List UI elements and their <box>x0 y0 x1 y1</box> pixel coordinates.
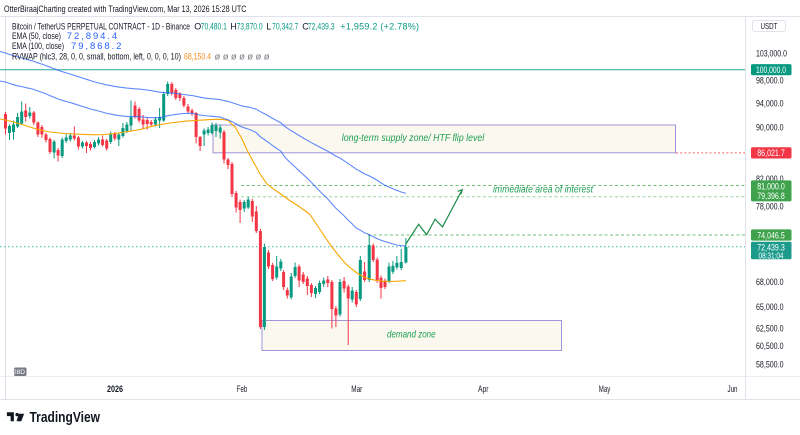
svg-text:EMA (100, close): EMA (100, close) <box>12 41 64 52</box>
svg-text:62,500.0: 62,500.0 <box>756 323 784 334</box>
svg-text:USDT: USDT <box>761 21 778 31</box>
svg-text:58,500.0: 58,500.0 <box>756 360 784 371</box>
svg-text:86,021.7: 86,021.7 <box>757 148 785 159</box>
svg-text:2026: 2026 <box>107 384 123 395</box>
svg-text:28D: 28D <box>13 369 25 376</box>
svg-text:68,150.4: 68,150.4 <box>184 51 211 61</box>
svg-text:78,000.0: 78,000.0 <box>756 202 784 213</box>
svg-text:72,894.4: 72,894.4 <box>67 31 117 42</box>
svg-text:May: May <box>599 384 611 395</box>
svg-text:81,000.0: 81,000.0 <box>757 181 785 192</box>
svg-text:70,342.7: 70,342.7 <box>272 21 298 31</box>
svg-text:72,439.3: 72,439.3 <box>757 242 785 253</box>
svg-text:C: C <box>302 21 309 31</box>
svg-text:Apr: Apr <box>478 384 489 395</box>
svg-text:immediate area of interest: immediate area of interest <box>493 185 594 196</box>
svg-text:long-term supply zone/ HTF fli: long-term supply zone/ HTF flip level <box>342 133 485 144</box>
svg-text:65,000.0: 65,000.0 <box>756 302 784 313</box>
svg-text:Mar: Mar <box>351 384 362 395</box>
svg-text:O: O <box>194 21 201 31</box>
svg-text:94,000.0: 94,000.0 <box>756 99 784 110</box>
svg-text:74,046.5: 74,046.5 <box>757 230 785 241</box>
svg-text:70,480.1: 70,480.1 <box>201 21 227 31</box>
svg-text:82,000.0: 82,000.0 <box>756 174 784 185</box>
svg-text:+1,959.2 (+2.78%): +1,959.2 (+2.78%) <box>340 21 419 31</box>
svg-text:79,868.2: 79,868.2 <box>71 41 121 52</box>
svg-text:79,396.8: 79,396.8 <box>757 191 785 202</box>
svg-text:EMA (50, close): EMA (50, close) <box>12 31 61 42</box>
svg-text:TradingView: TradingView <box>30 409 101 426</box>
svg-text:60,500.0: 60,500.0 <box>756 341 784 352</box>
svg-text:RVWAP (hlc3, 28, 0, 0, small,: RVWAP (hlc3, 28, 0, 0, small, bottom, le… <box>12 51 181 62</box>
svg-text:L: L <box>266 21 271 31</box>
svg-text:ø ø ø ø ø ø ø: ø ø ø ø ø ø ø <box>215 51 270 62</box>
svg-text:Feb: Feb <box>237 384 248 395</box>
svg-text:Jun: Jun <box>728 384 738 395</box>
svg-text:72,439.3: 72,439.3 <box>308 21 335 31</box>
svg-text:08:31:04: 08:31:04 <box>759 250 784 260</box>
svg-text:OtterBiraajCharting created wi: OtterBiraajCharting created with Trading… <box>4 4 247 15</box>
svg-text:103,000.0: 103,000.0 <box>756 48 787 59</box>
svg-text:73,870.0: 73,870.0 <box>237 21 263 31</box>
svg-text:100,000.0: 100,000.0 <box>756 65 786 76</box>
svg-text:68,000.0: 68,000.0 <box>756 277 784 288</box>
svg-text:90,000.0: 90,000.0 <box>756 123 784 134</box>
svg-text:demand zone: demand zone <box>387 329 436 340</box>
svg-text:98,000.0: 98,000.0 <box>756 76 784 87</box>
svg-text:Bitcoin / TetherUS PERPETUAL C: Bitcoin / TetherUS PERPETUAL CONTRACT - … <box>12 21 190 32</box>
svg-text:H: H <box>230 21 237 31</box>
